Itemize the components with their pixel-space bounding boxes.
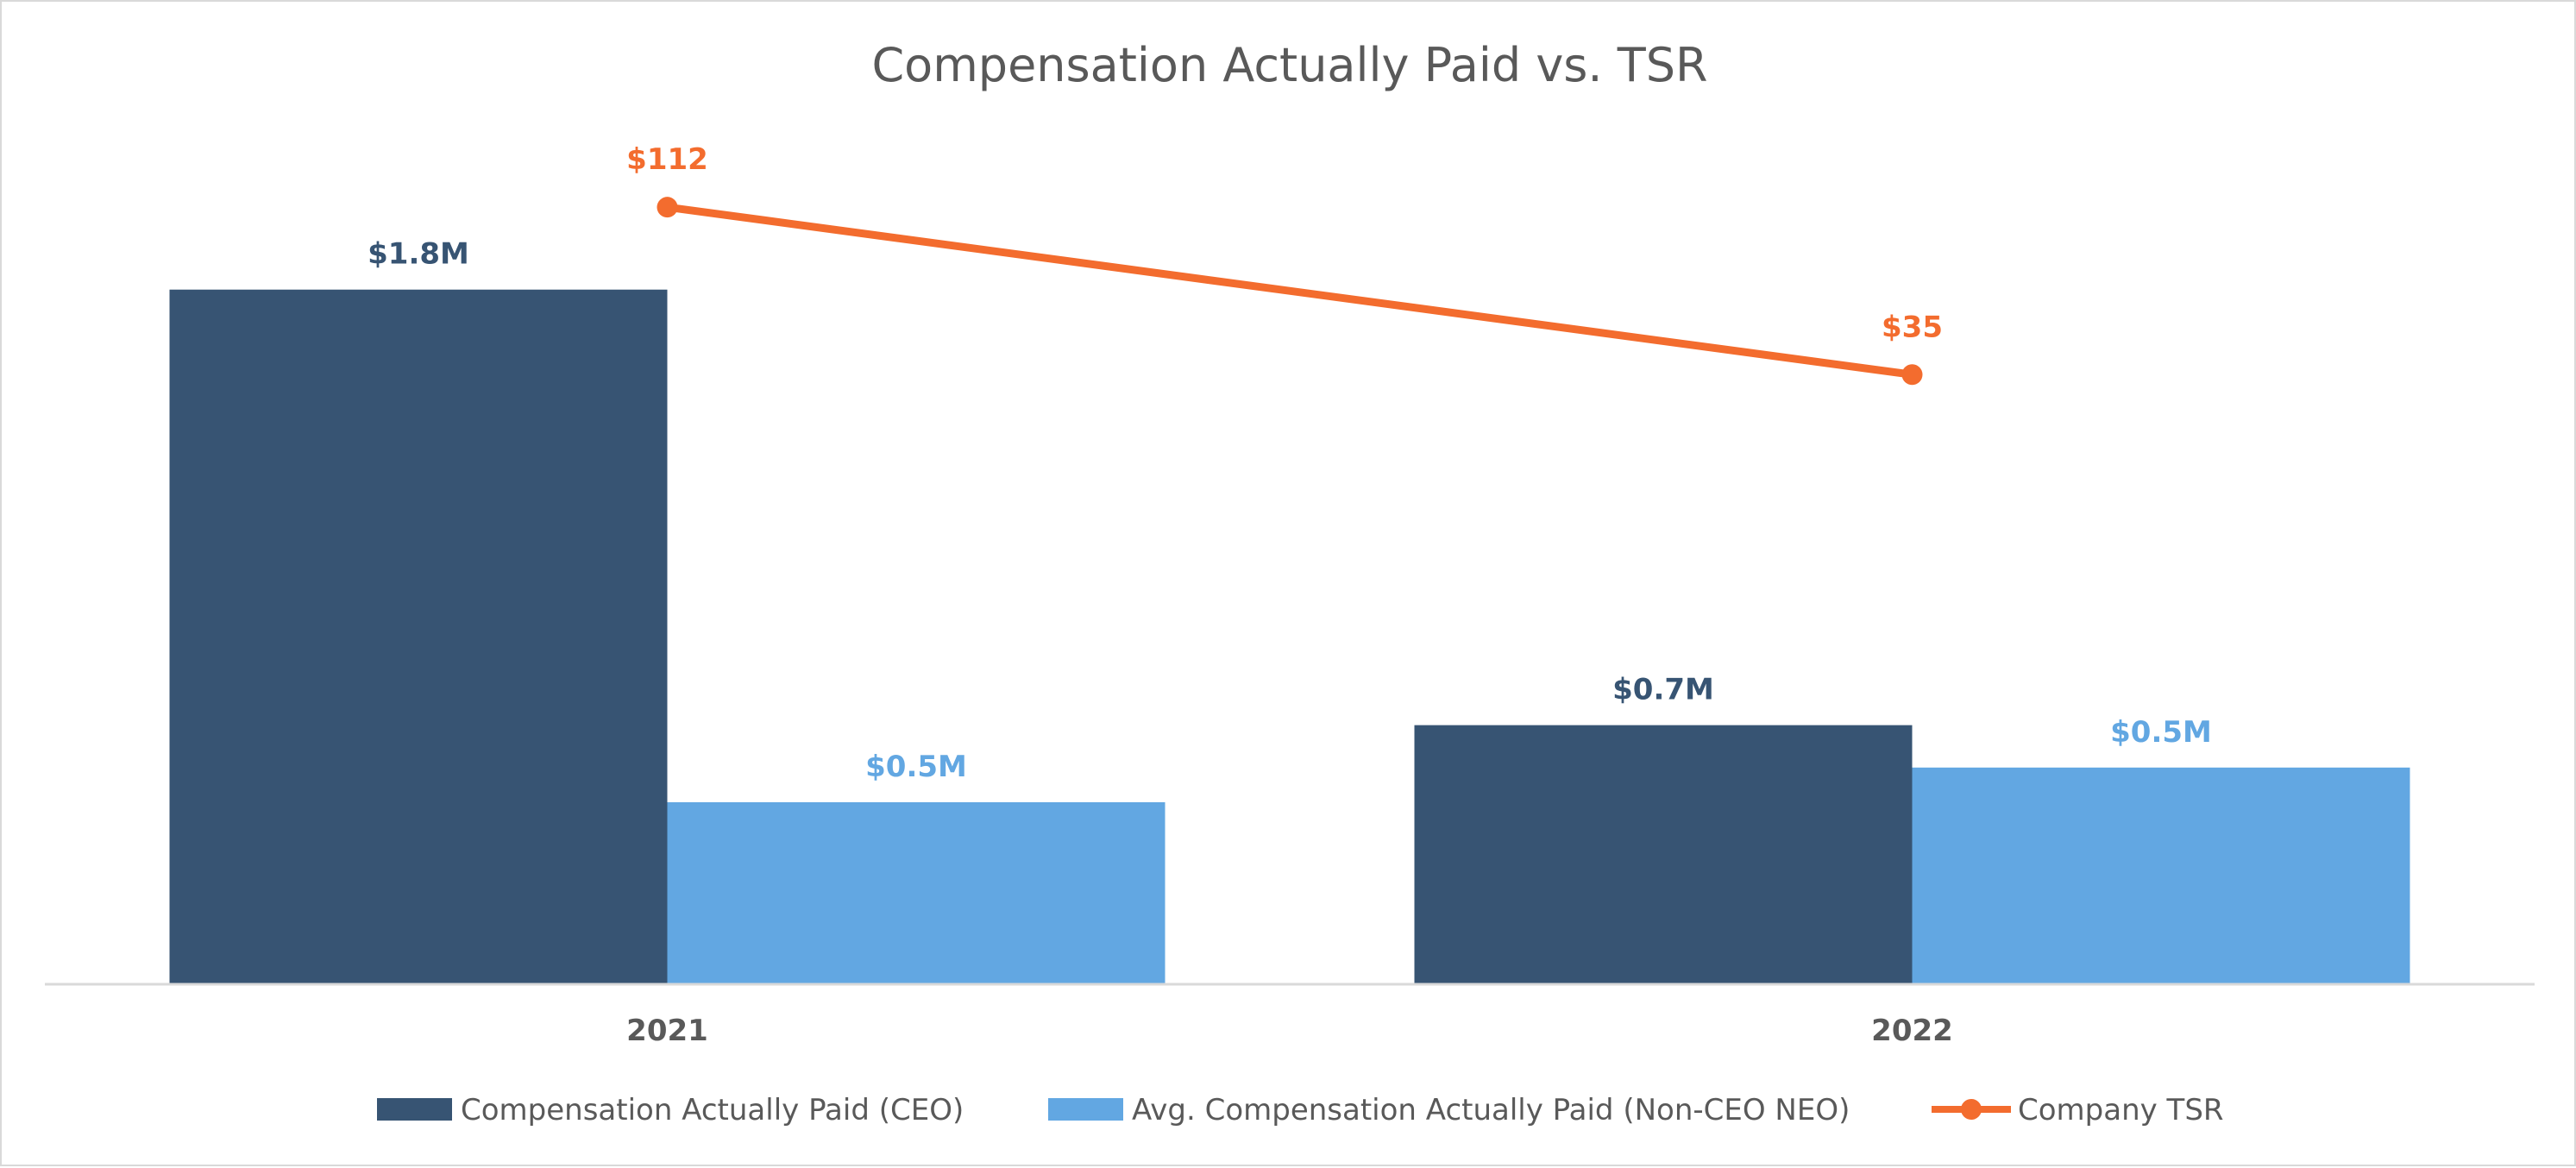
- legend-marker: [1961, 1099, 1982, 1120]
- legend-swatch: [377, 1098, 452, 1121]
- data-label-line: $112: [626, 142, 708, 177]
- line-point-2021: [657, 197, 678, 218]
- bar-series0-2021: [169, 289, 668, 983]
- bar-series0-2022: [1414, 725, 1913, 983]
- legend-swatch: [1048, 1098, 1123, 1121]
- chart-title: Compensation Actually Paid vs. TSR: [871, 38, 1707, 92]
- line-point-2022: [1901, 364, 1923, 386]
- bar-series1-2022: [1912, 767, 2410, 983]
- data-label-bar: $0.5M: [2110, 715, 2212, 750]
- bar-series1-2021: [667, 801, 1165, 983]
- legend-label: Avg. Compensation Actually Paid (Non-CEO…: [1132, 1093, 1850, 1127]
- data-label-line: $35: [1882, 310, 1943, 344]
- legend-label: Compensation Actually Paid (CEO): [461, 1093, 964, 1127]
- data-label-bar: $0.7M: [1612, 673, 1714, 707]
- x-tick-label: 2022: [1871, 1014, 1953, 1048]
- data-label-bar: $1.8M: [368, 237, 469, 272]
- line-series-tsr: [663, 203, 1916, 379]
- x-tick-label: 2021: [626, 1014, 708, 1048]
- data-label-bar: $0.5M: [865, 750, 967, 784]
- legend-label: Company TSR: [2018, 1093, 2224, 1127]
